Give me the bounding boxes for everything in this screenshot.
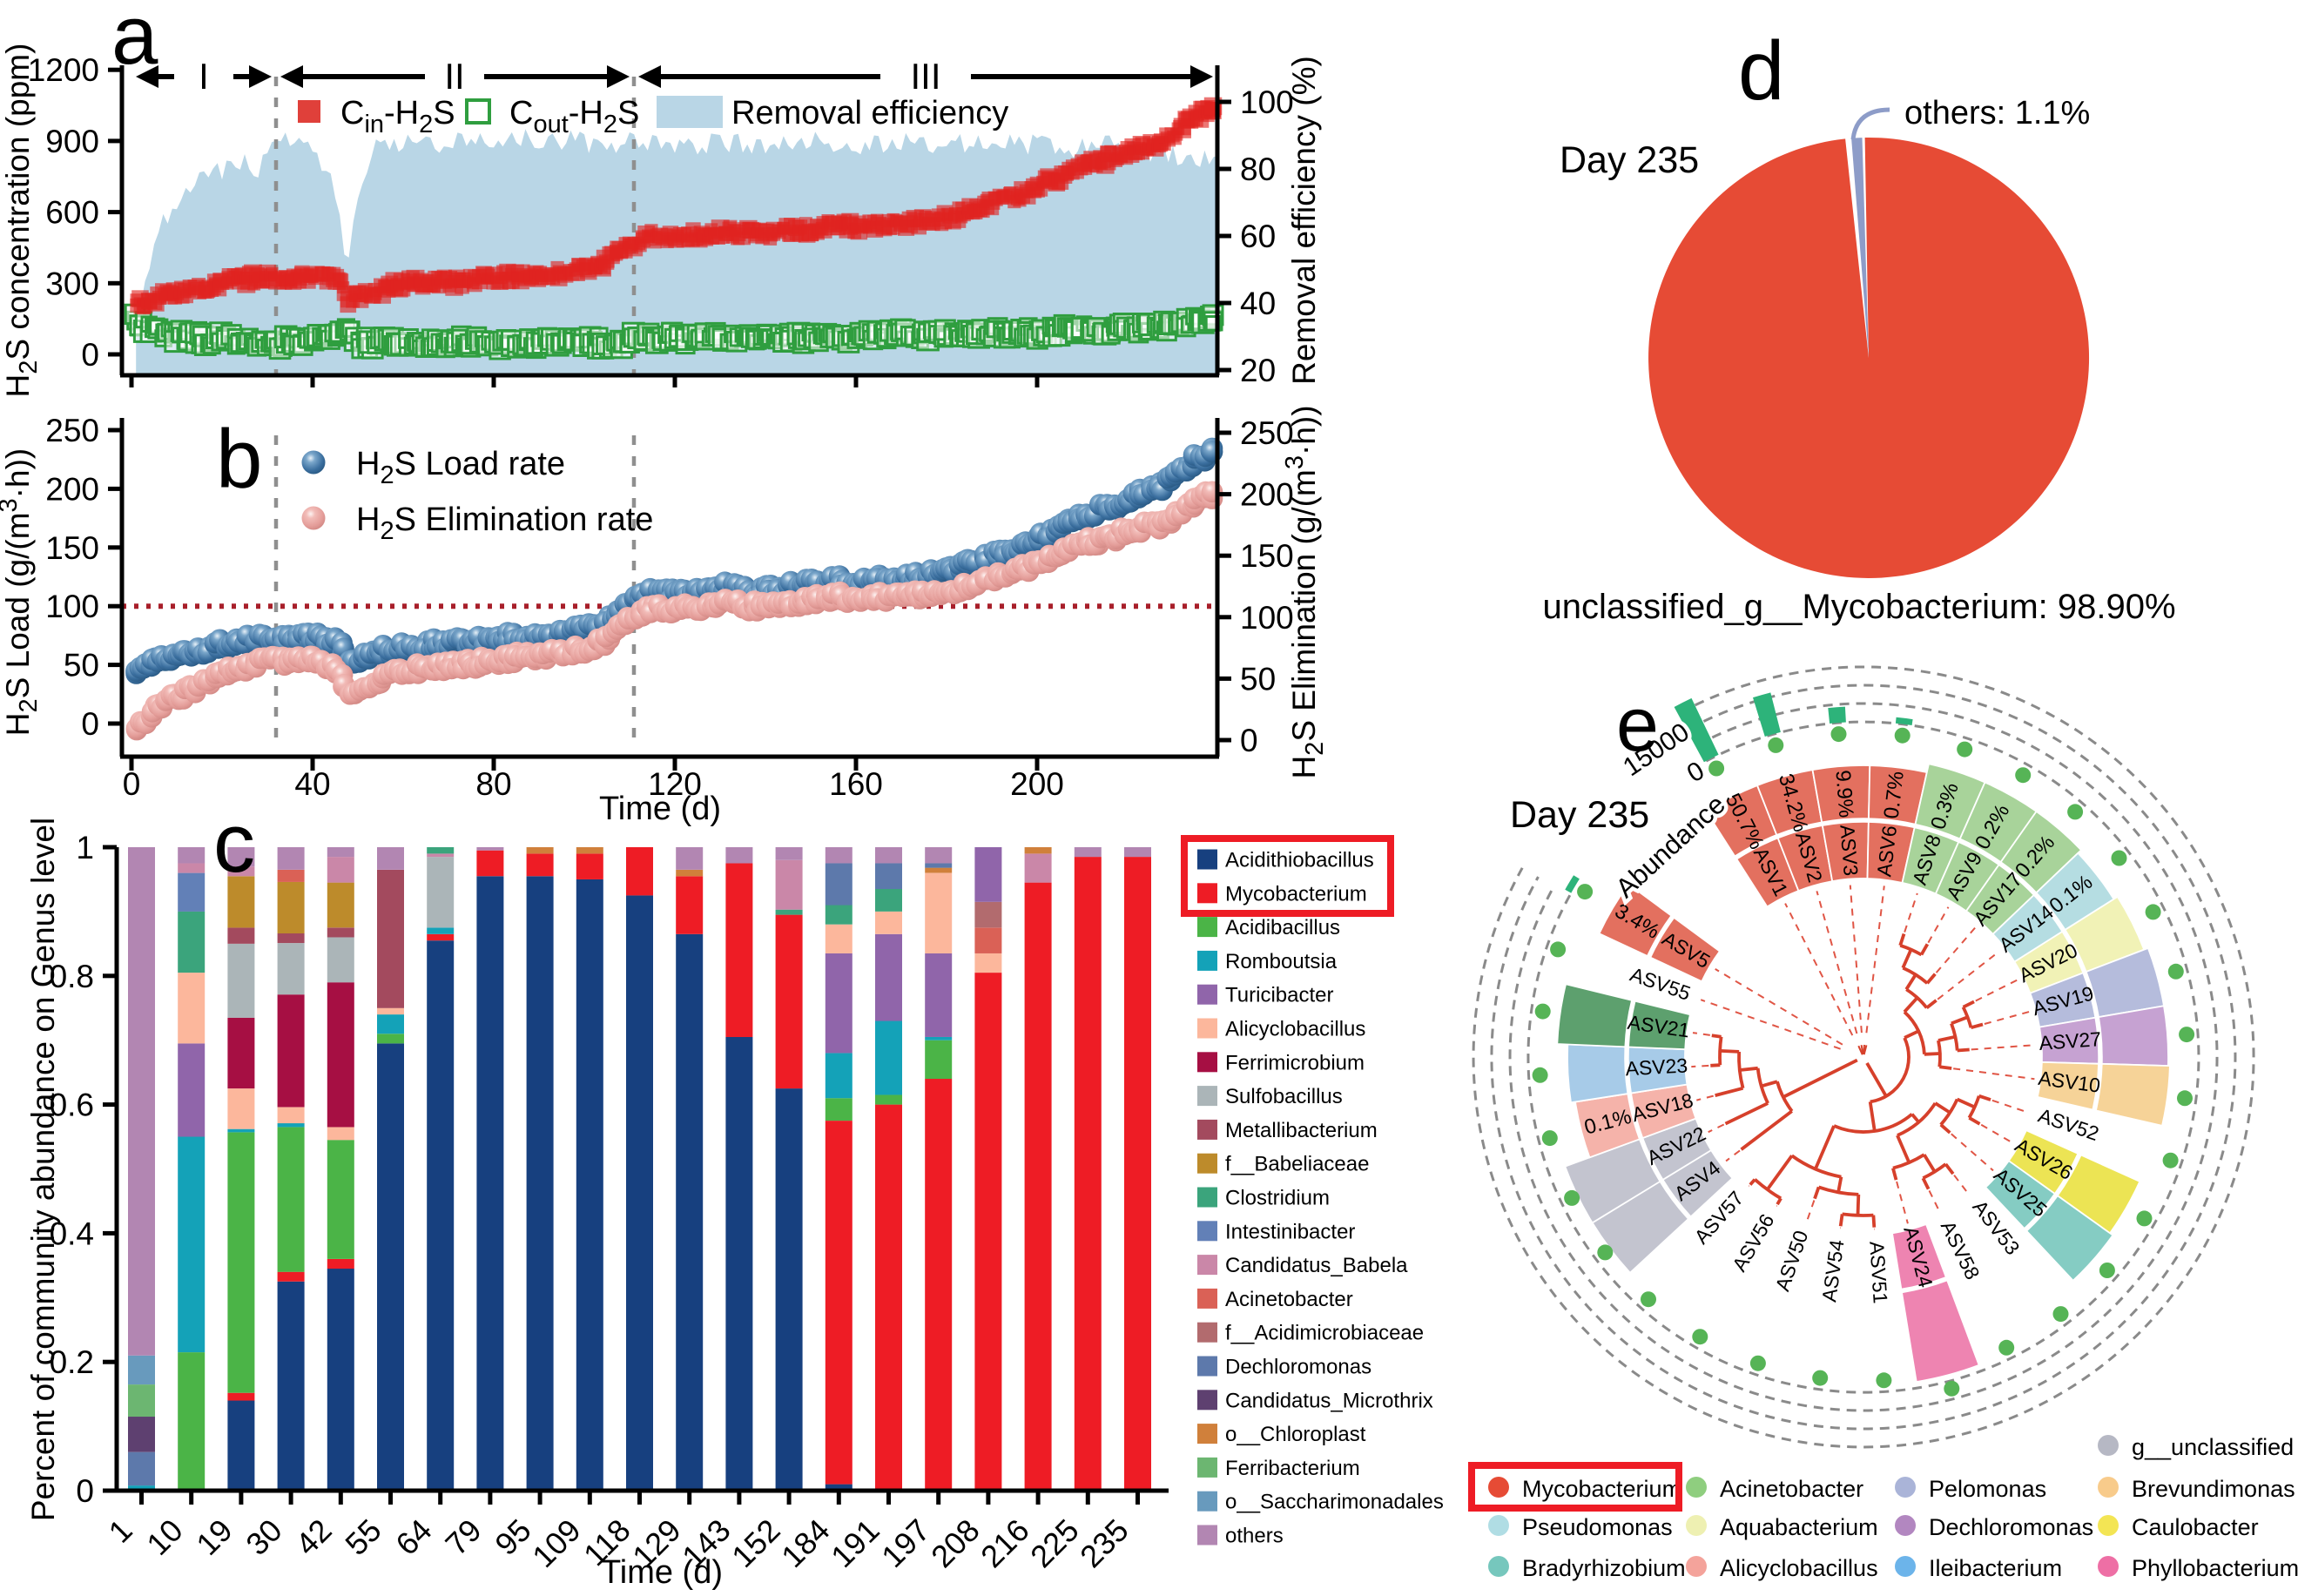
svg-text:100: 100 [45,589,99,624]
svg-text:100: 100 [1240,600,1294,636]
svg-text:250: 250 [1240,415,1294,451]
svg-text:Brevundimonas: Brevundimonas [2132,1476,2295,1502]
svg-text:250: 250 [45,413,99,448]
svg-text:Mycobacterium: Mycobacterium [1225,882,1367,906]
svg-text:Alicyclobacillus: Alicyclobacillus [1225,1018,1365,1041]
svg-text:60: 60 [1240,219,1276,254]
svg-text:Bradyrhizobium: Bradyrhizobium [1522,1555,1686,1581]
svg-text:unclassified_g__Mycobacterium:: unclassified_g__Mycobacterium: 98.90% [1542,588,2175,626]
svg-text:c: c [213,797,255,890]
svg-text:Day 235: Day 235 [1510,794,1649,836]
svg-text:Ileibacterium: Ileibacterium [1929,1555,2062,1581]
svg-text:Time (d): Time (d) [599,791,721,827]
svg-text:9.9%: 9.9% [1830,770,1857,819]
svg-text:ASV51: ASV51 [1865,1241,1891,1304]
svg-text:ASV3: ASV3 [1836,824,1862,877]
svg-text:Cout-H2S: Cout-H2S [509,95,639,138]
svg-text:Phyllobacterium: Phyllobacterium [2132,1555,2298,1581]
svg-text:o__Saccharimonadales: o__Saccharimonadales [1225,1491,1444,1514]
svg-text:80: 80 [1240,152,1276,187]
svg-text:III: III [910,56,940,97]
svg-text:Turicibacter: Turicibacter [1225,984,1333,1007]
svg-text:H2S Elimination (g/(m3·h)): H2S Elimination (g/(m3·h)) [1281,405,1329,778]
svg-text:Intestinibacter: Intestinibacter [1225,1220,1355,1243]
svg-text:0: 0 [123,766,141,802]
svg-text:Cin-H2S: Cin-H2S [340,95,455,138]
svg-text:ASV27: ASV27 [2039,1027,2102,1054]
svg-text:II: II [444,56,464,97]
svg-text:Candidatus_Microthrix: Candidatus_Microthrix [1225,1389,1433,1412]
svg-text:Sulfobacillus: Sulfobacillus [1225,1085,1343,1108]
svg-text:Pseudomonas: Pseudomonas [1522,1514,1673,1540]
svg-text:Day 235: Day 235 [1560,139,1699,181]
svg-text:H2S concentration (ppm): H2S concentration (ppm) [0,44,43,398]
svg-text:0.2: 0.2 [50,1344,94,1380]
svg-text:150: 150 [45,530,99,566]
svg-text:Clostridium: Clostridium [1225,1187,1330,1210]
svg-text:40: 40 [1240,286,1276,321]
svg-text:50: 50 [1240,661,1276,697]
svg-text:20: 20 [1240,353,1276,388]
svg-text:others: others [1225,1525,1284,1548]
svg-text:Time (d): Time (d) [601,1554,723,1591]
svg-text:Percent of community abundance: Percent of community abundance on Genus … [25,818,61,1521]
svg-text:Candidatus_Babela: Candidatus_Babela [1225,1254,1408,1277]
svg-text:Romboutsia: Romboutsia [1225,950,1338,973]
svg-text:others: 1.1%: others: 1.1% [1904,95,2090,131]
svg-text:0: 0 [76,1473,94,1509]
svg-text:0: 0 [81,337,99,373]
svg-text:Acidibacillus: Acidibacillus [1225,916,1340,939]
svg-text:Pelomonas: Pelomonas [1929,1476,2046,1502]
svg-text:H2S Load (g/(m3·h)): H2S Load (g/(m3·h)) [0,448,43,736]
svg-text:200: 200 [45,471,99,507]
svg-text:f__Acidimicrobiaceae: f__Acidimicrobiaceae [1225,1322,1424,1345]
svg-text:Dechloromonas: Dechloromonas [1225,1356,1371,1379]
svg-text:Acinetobacter: Acinetobacter [1720,1476,1863,1502]
svg-text:120: 120 [648,766,702,802]
svg-text:Alicyclobacillus: Alicyclobacillus [1720,1555,1878,1581]
svg-text:150: 150 [1240,538,1294,574]
svg-text:0.8: 0.8 [50,959,94,994]
svg-text:a: a [111,0,158,82]
svg-text:Acinetobacter: Acinetobacter [1225,1288,1353,1311]
svg-text:Removal efficiency (%): Removal efficiency (%) [1286,56,1322,385]
svg-text:d: d [1738,24,1784,118]
svg-text:0: 0 [1240,723,1258,758]
svg-text:0.4: 0.4 [50,1216,94,1251]
svg-text:Mycobacterium: Mycobacterium [1522,1476,1681,1502]
svg-text:e: e [1616,681,1659,767]
svg-text:200: 200 [1010,766,1064,802]
svg-text:g__unclassified: g__unclassified [2132,1434,2294,1460]
svg-text:1: 1 [76,830,94,865]
svg-text:100: 100 [1240,84,1294,120]
svg-text:ASV23: ASV23 [1625,1054,1688,1080]
svg-text:900: 900 [45,124,99,159]
svg-text:Dechloromonas: Dechloromonas [1929,1514,2093,1540]
svg-text:600: 600 [45,195,99,231]
svg-text:Acidithiobacillus: Acidithiobacillus [1225,849,1374,872]
svg-text:Ferribacterium: Ferribacterium [1225,1457,1360,1480]
svg-text:I: I [199,56,209,97]
svg-text:0.6: 0.6 [50,1088,94,1123]
svg-text:Metallibacterium: Metallibacterium [1225,1119,1378,1142]
svg-text:o__Chloroplast: o__Chloroplast [1225,1423,1366,1446]
svg-text:Ferrimicrobium: Ferrimicrobium [1225,1051,1365,1074]
svg-text:f__Babeliaceae: f__Babeliaceae [1225,1153,1369,1176]
svg-text:0: 0 [81,706,99,742]
svg-text:200: 200 [1240,477,1294,513]
svg-text:Aquabacterium: Aquabacterium [1720,1514,1878,1540]
svg-text:50: 50 [64,648,99,684]
svg-text:H2S Elimination rate: H2S Elimination rate [356,502,653,545]
svg-text:Caulobacter: Caulobacter [2132,1514,2259,1540]
svg-text:80: 80 [475,766,511,802]
svg-text:b: b [216,413,262,506]
svg-text:1200: 1200 [28,52,99,88]
svg-text:40: 40 [294,766,330,802]
svg-text:Removal efficiency: Removal efficiency [731,95,1008,131]
svg-text:300: 300 [45,266,99,301]
svg-text:160: 160 [829,766,883,802]
svg-text:0.7%: 0.7% [1880,770,1909,820]
